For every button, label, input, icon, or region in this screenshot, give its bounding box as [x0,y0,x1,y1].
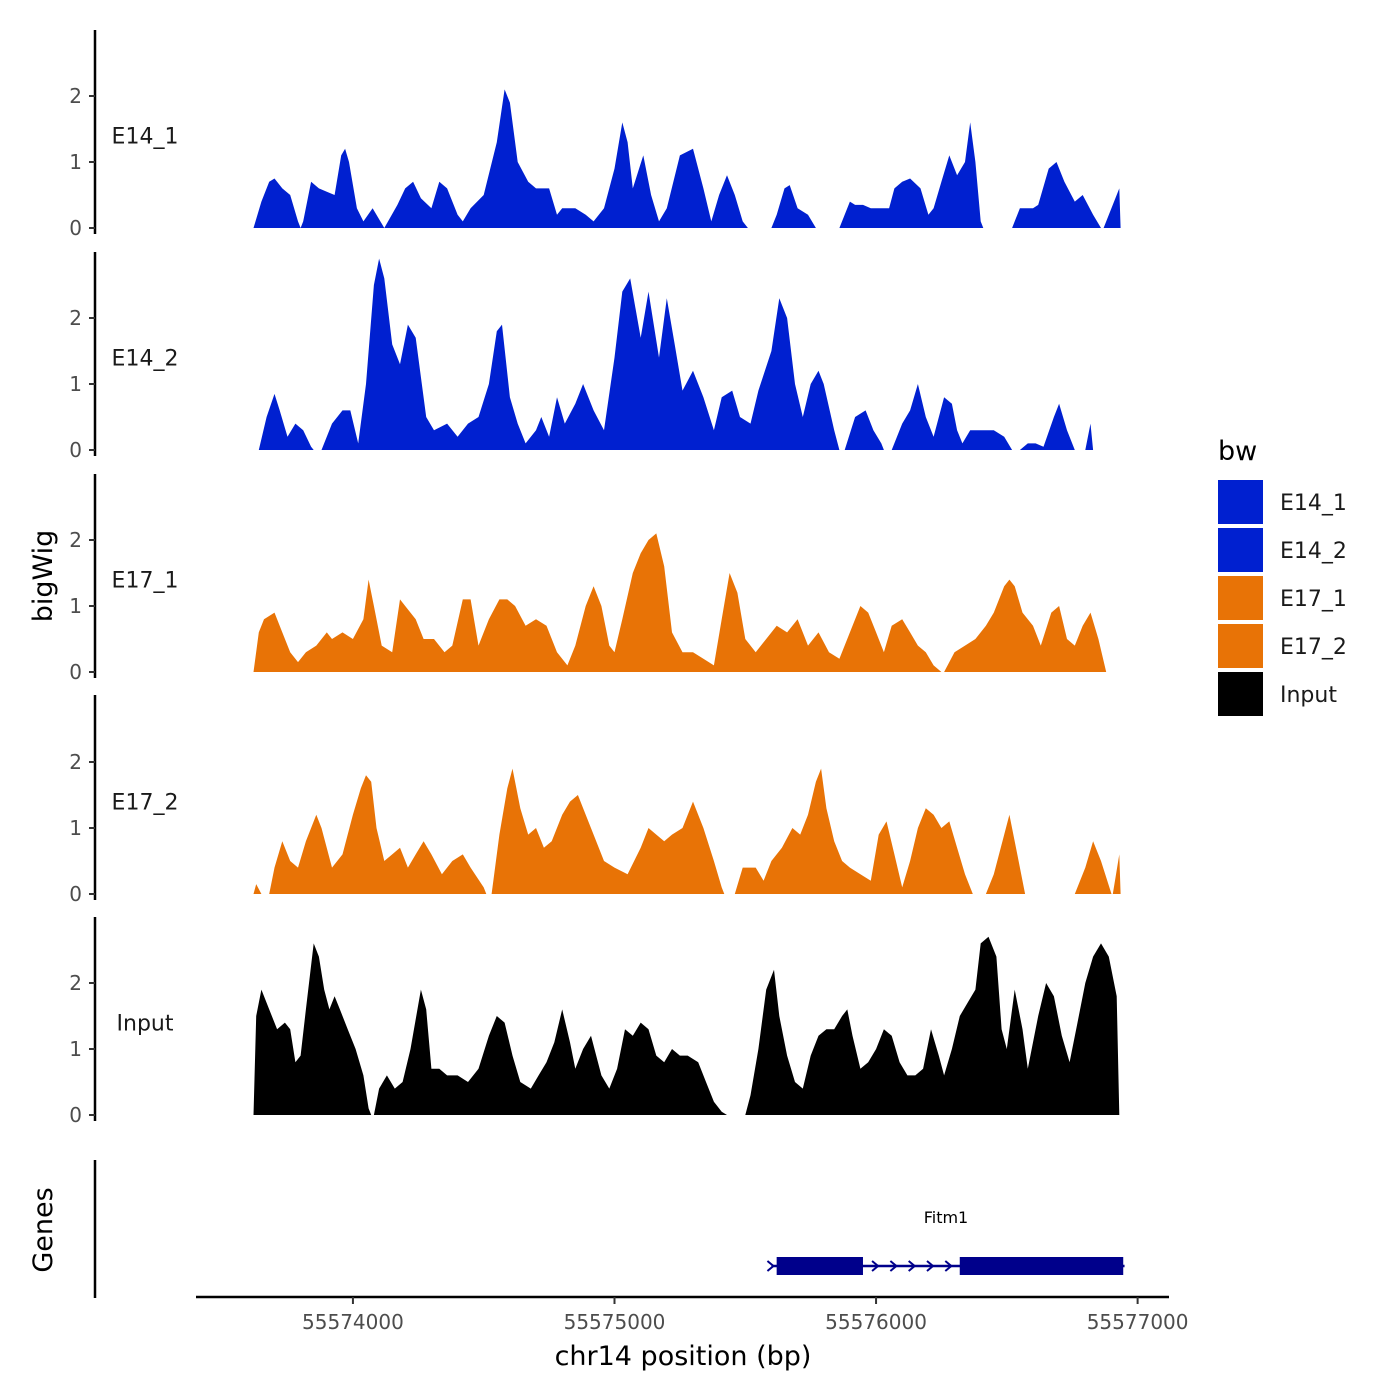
x-axis-title: chr14 position (bp) [555,1341,812,1372]
coverage-area-E14_1 [253,89,1121,229]
legend-key-E17_1 [1218,576,1263,620]
legend-key-E17_2 [1218,624,1263,668]
x-axis: 55574000 55575000 55576000 55577000 [196,1295,1189,1334]
track-label: E14_2 [112,347,179,372]
x-tick-label: 55577000 [1087,1310,1189,1334]
y-tick-label: 2 [69,528,82,552]
x-tick-label: 55576000 [825,1310,927,1334]
y-tick-label: 1 [69,150,82,174]
track-E14_2: 0 1 2 E14_2 [69,252,1094,462]
legend-title: bw [1218,436,1257,467]
y-tick-label: 0 [69,882,82,906]
legend: bw E14_1 E14_2 E17_1 E17_2 Input [1218,436,1347,716]
coverage-area-E14_2 [258,258,1094,450]
legend-label-E17_1: E17_1 [1280,587,1347,612]
coverage-area-Input [253,936,1120,1115]
genes-panel: Fitm1 [93,1160,1125,1298]
track-E17_2: 0 1 2 E17_2 [69,695,1121,906]
y-tick-label: 2 [69,306,82,330]
y-tick-label: 0 [69,660,82,684]
legend-label-Input: Input [1280,683,1337,708]
y-axis-title: bigWig [28,530,59,623]
y-tick-label: 0 [69,438,82,462]
track-E17_1: 0 1 2 E17_1 [69,474,1107,684]
y-tick-label: 0 [69,1103,82,1127]
coverage-tracks: 0 1 2 E14_1 0 1 2 E14_2 0 1 2 E17_1 0 1 2 E17_2 0 1 2 Input [69,30,1121,1127]
legend-key-Input [1218,672,1263,716]
y-tick-label: 1 [69,594,82,618]
strand-arrow [871,1260,880,1272]
legend-label-E17_2: E17_2 [1280,635,1347,660]
y-tick-label: 1 [69,1037,82,1061]
strand-arrow [908,1260,917,1272]
track-label: E14_1 [112,125,179,150]
strand-arrow [889,1260,898,1272]
legend-key-E14_2 [1218,528,1263,572]
track-Input: 0 1 2 Input [69,917,1120,1127]
strand-arrow [944,1260,953,1272]
x-tick-label: 55574000 [302,1310,404,1334]
strand-arrow [766,1260,775,1272]
coverage-area-E17_2 [253,768,1121,894]
gene-exon [776,1257,863,1275]
genes-axis-title: Genes [28,1187,59,1272]
track-label: Input [117,1012,174,1037]
y-tick-label: 2 [69,750,82,774]
legend-label-E14_1: E14_1 [1280,491,1347,516]
track-E14_1: 0 1 2 E14_1 [69,30,1121,240]
track-label: E17_1 [112,569,179,594]
strand-arrow [926,1260,935,1272]
gene-label-fitm1: Fitm1 [924,1208,969,1227]
legend-label-E14_2: E14_2 [1280,539,1347,564]
y-tick-label: 2 [69,971,82,995]
x-tick-label: 55575000 [564,1310,666,1334]
gene-exon [959,1257,1124,1275]
y-tick-label: 1 [69,372,82,396]
y-tick-label: 0 [69,216,82,240]
track-label: E17_2 [112,791,179,816]
y-tick-label: 2 [69,84,82,108]
y-tick-label: 1 [69,816,82,840]
coverage-area-E17_1 [253,533,1107,672]
legend-key-E14_1 [1218,480,1263,524]
